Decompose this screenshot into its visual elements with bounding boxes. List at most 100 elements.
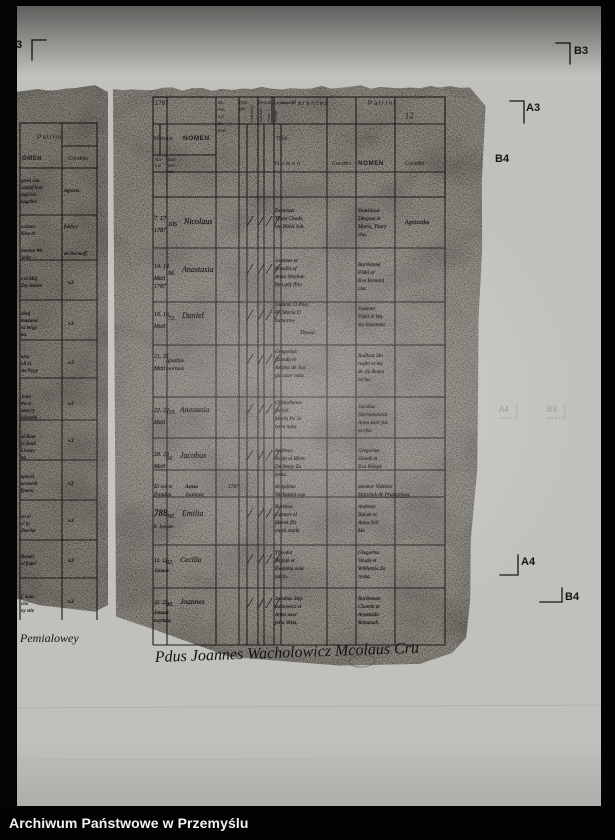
svg-text:rus: rus — [218, 114, 224, 119]
svg-text:Stanislaus: Stanislaus — [358, 208, 380, 214]
svg-text:14. 14: 14. 14 — [154, 263, 169, 270]
svg-text:Anna uxor jus: Anna uxor jus — [357, 420, 388, 426]
svg-text:Anna Stephan: Anna Stephan — [274, 274, 305, 280]
svg-text:Conditio: Conditio — [405, 161, 424, 167]
svg-text:fynera: fynera — [21, 489, 34, 494]
svg-text:de Pacmoff.: de Pacmoff. — [64, 252, 88, 257]
svg-text:de quibus: de quibus — [275, 484, 295, 490]
svg-text:Jacobus: Jacobus — [358, 404, 375, 410]
svg-text:Nu-: Nu- — [218, 100, 225, 105]
svg-text:v.2: v.2 — [68, 322, 74, 327]
svg-text:Maii: Maii — [153, 324, 166, 330]
svg-text:do-: do- — [218, 121, 225, 126]
svg-text:sia Stusanna: sia Stusanna — [358, 322, 385, 328]
svg-text:119.: 119. — [166, 410, 176, 416]
svg-text:Radłosz Sta: Radłosz Sta — [357, 353, 383, 359]
svg-text:Pa el: Pa el — [20, 402, 32, 407]
svg-text:Ignatius: Ignatius — [165, 358, 184, 364]
svg-text:attestor Videlice: attestor Videlice — [358, 484, 393, 490]
svg-text:6. Januar.: 6. Januar. — [154, 525, 174, 530]
svg-text:Thori: Thori — [276, 136, 287, 142]
svg-text:Gregorius: Gregorius — [358, 550, 380, 556]
svg-text:gla uxor nata.: gla uxor nata. — [275, 373, 305, 379]
svg-text:rosfel et lea: rosfel et lea — [358, 360, 383, 367]
svg-text:f. Sous: f. Sous — [21, 595, 34, 600]
svg-text:madwwi: madwwi — [21, 319, 38, 324]
svg-text:Joannes: Joannes — [358, 306, 375, 312]
svg-text:cha.: cha. — [358, 286, 367, 292]
svg-text:me-: me- — [218, 107, 226, 112]
svg-text:via Nobil Joh.: via Nobil Joh. — [275, 224, 305, 230]
svg-text:Bap-: Bap- — [168, 157, 177, 162]
svg-text:Theodor: Theodor — [275, 550, 294, 556]
svg-text:12: 12 — [404, 110, 414, 121]
svg-text:ucworth: ucworth — [21, 482, 38, 487]
svg-text:v.2: v.2 — [68, 361, 74, 366]
svg-text:92.: 92. — [166, 560, 174, 566]
svg-text:Bartłosz: Bartłosz — [275, 504, 293, 510]
svg-text:Ma: Ma — [357, 528, 365, 534]
svg-text:Bartłoman: Bartłoman — [358, 596, 381, 602]
svg-text:Parentes: Parentes — [292, 100, 329, 107]
svg-text:Maii: Maii — [153, 464, 166, 470]
svg-text:Vauda et: Vauda et — [358, 558, 377, 564]
svg-text:ha.: ha. — [21, 333, 27, 338]
svg-text:tus: tus — [155, 163, 162, 168]
svg-text:tisa-: tisa- — [168, 163, 177, 168]
svg-text:Gregorius: Gregorius — [275, 349, 297, 355]
svg-text:Sexus: Sexus — [258, 100, 272, 106]
svg-text:gnod Joa: gnod Joa — [21, 179, 40, 184]
svg-text:cl ly: cl ly — [21, 522, 30, 527]
svg-text:Maii: Maii — [153, 276, 166, 282]
svg-text:64.: 64. — [166, 455, 174, 462]
svg-text:Fidel et Wa: Fidel et Wa — [357, 314, 383, 320]
svg-text:v.2: v.2 — [68, 482, 74, 487]
svg-text:ryska.: ryska. — [358, 574, 371, 580]
svg-text:Zeycha: Zeycha — [21, 529, 36, 534]
svg-text:Camars el: Camars el — [275, 512, 297, 518]
svg-text:Anna Soli: Anna Soli — [357, 520, 379, 526]
svg-text:Anastasia: Anastasia — [357, 612, 379, 618]
svg-text:nacio.: nacio. — [275, 574, 288, 580]
svg-text:Conditio: Conditio — [68, 156, 88, 162]
svg-text:Andreas: Andreas — [274, 448, 292, 454]
svg-text:Joannes: Joannes — [180, 597, 205, 606]
svg-text:Pandus: Pandus — [153, 492, 172, 498]
svg-text:mortuus: mortuus — [166, 366, 184, 372]
svg-text:Anna uxor: Anna uxor — [274, 612, 298, 618]
svg-text:Jacobus Step: Jacobus Step — [275, 596, 303, 602]
svg-text:N o m e n: N o m e n — [275, 161, 300, 167]
svg-text:Eva Wdopł.: Eva Wdopł. — [357, 464, 383, 470]
svg-text:Reli-: Reli- — [239, 100, 249, 106]
svg-text:1787.: 1787. — [154, 228, 168, 234]
svg-text:Et sol m: Et sol m — [153, 484, 173, 490]
svg-text:Regina de Joa: Regina de Joa — [274, 365, 306, 371]
svg-text:Na-: Na- — [155, 157, 163, 162]
svg-text:Joannes: Joannes — [185, 492, 204, 498]
svg-text:al Bum: al Bum — [21, 435, 36, 440]
svg-text:Zey kolata: Zey kolata — [21, 284, 42, 289]
svg-text:Marek fils: Marek fils — [274, 519, 296, 526]
svg-text:Maria, Thury: Maria, Thury — [357, 224, 387, 230]
svg-text:z el Maj: z el Maj — [20, 277, 38, 282]
svg-text:ephcel: ephcel — [21, 475, 35, 480]
svg-text:uloy: uloy — [21, 355, 30, 360]
svg-text:claduf lion: claduf lion — [21, 186, 43, 191]
svg-text:ste Pypy: ste Pypy — [21, 369, 39, 374]
svg-text:Maria Pe Jo: Maria Pe Jo — [274, 416, 302, 422]
svg-text:Maii: Maii — [153, 366, 166, 372]
svg-text:v.2: v.2 — [68, 439, 74, 444]
svg-text:tus: tus — [168, 169, 174, 174]
svg-text:mus: mus — [218, 128, 226, 133]
svg-text:mortuus: mortuus — [154, 618, 171, 624]
svg-text:Chimolhewn: Chimolhewn — [275, 400, 302, 406]
svg-text:105: 105 — [168, 222, 177, 228]
svg-text:Patrini: Patrini — [368, 100, 396, 107]
svg-text:Eva Romani: Eva Romani — [357, 278, 385, 284]
svg-text:Daniel: Daniel — [181, 311, 205, 320]
svg-text:Jacobus: Jacobus — [180, 451, 206, 460]
svg-text:nicha.: nicha. — [358, 377, 371, 383]
svg-text:Staryk: Staryk — [275, 408, 289, 414]
svg-text:ra tergy: ra tergy — [21, 326, 38, 331]
svg-text:ialicaba: ialicaba — [21, 416, 38, 421]
